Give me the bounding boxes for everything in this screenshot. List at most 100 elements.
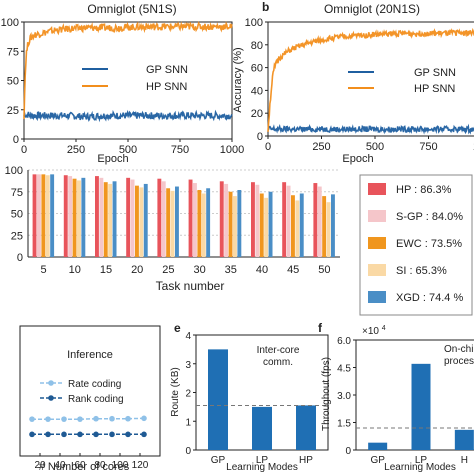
bar — [264, 197, 269, 257]
chart-b-title: Omniglot (20N1S) — [324, 2, 420, 16]
x-tick-label: 30 — [193, 264, 205, 276]
y-tick-label: 1.5 — [337, 419, 351, 430]
multiplier-exponent: 4 — [382, 325, 386, 332]
y-tick-label: 4 — [185, 331, 191, 342]
bar — [251, 182, 255, 257]
bar — [259, 193, 264, 257]
chart-c-xlabel: Task number — [156, 279, 225, 293]
bar — [135, 185, 139, 257]
legend-label-hp: HP SNN — [146, 81, 187, 93]
x-tick-label: 50 — [318, 264, 330, 276]
x-tick-label: LP — [256, 455, 269, 466]
legend-marker-rate — [48, 380, 54, 386]
y-tick-label: 25 — [7, 105, 19, 117]
data-point — [29, 416, 35, 422]
bar — [77, 180, 81, 257]
chart-b: b Omniglot (20N1S) 025050075010002040608… — [232, 0, 474, 165]
bar — [228, 191, 233, 257]
series-line-1 — [23, 21, 233, 120]
x-tick-label: HP — [299, 455, 313, 466]
y-tick-label: 50 — [11, 209, 23, 221]
chart-b-legend: GP SNN HP SNN — [348, 67, 456, 95]
chart-a-frame — [23, 21, 233, 140]
x-tick-label: 250 — [312, 141, 330, 153]
x-tick-label: 0 — [265, 141, 271, 153]
chart-d-title: Inference — [67, 349, 113, 361]
bar — [291, 195, 295, 257]
chart-d: Inference 20 40 60 80 100 120 Rate coding Ran… — [19, 325, 161, 473]
x-tick-label: 15 — [100, 264, 112, 276]
x-tick-label: 45 — [287, 264, 299, 276]
legend-label: SI : 65.3% — [396, 265, 447, 277]
bar — [206, 188, 211, 257]
bar — [103, 182, 108, 257]
data-point — [93, 431, 99, 438]
legend-label-gp: GP SNN — [146, 64, 188, 76]
x-tick-label: GP — [211, 455, 226, 466]
y-tick-label: 100 — [245, 17, 263, 29]
legend-label-hp: HP SNN — [414, 83, 455, 95]
legend-swatch — [368, 183, 386, 195]
bar — [37, 174, 41, 257]
bar — [175, 186, 179, 257]
series-line-1 — [267, 27, 474, 132]
bar — [219, 181, 224, 257]
bar — [112, 181, 117, 257]
bar — [126, 177, 131, 257]
y-tick-label: 100 — [1, 17, 19, 29]
bar — [224, 183, 229, 257]
legend-marker-rank — [48, 395, 54, 401]
chart-a-title: Omniglot (5N1S) — [87, 2, 176, 16]
y-tick-label: 75 — [7, 46, 19, 58]
x-tick-label: 750 — [419, 141, 437, 153]
x-tick-label: 5 — [41, 264, 47, 276]
bar — [286, 185, 291, 257]
x-tick-label: 1000 — [220, 144, 244, 156]
bar — [188, 179, 193, 257]
data-point — [125, 431, 131, 438]
legend-label: XGD : 74.4 % — [396, 292, 463, 304]
x-tick-label: 25 — [162, 264, 174, 276]
bar — [157, 178, 162, 257]
x-tick-label: 500 — [366, 141, 384, 153]
y-tick-label: 40 — [251, 85, 263, 97]
chart-a-xlabel: Epoch — [97, 153, 128, 165]
legend-label: S-GP : 84.0% — [396, 211, 463, 223]
x-tick-label: 120 — [132, 460, 149, 471]
bar-lp — [252, 406, 272, 450]
panel-label-f: f — [318, 321, 323, 335]
y-tick-label: 0 — [17, 252, 23, 264]
bar — [193, 183, 197, 257]
legend-label-rate: Rate coding — [68, 379, 121, 390]
chart-f-annotation-line2: proces — [444, 356, 474, 367]
legend-label-rank: Rank coding — [68, 394, 124, 405]
y-tick-label: 0 — [257, 131, 263, 143]
legend-swatch — [368, 264, 386, 276]
bar — [41, 174, 46, 257]
bar — [161, 181, 166, 257]
x-tick-label: 100 — [473, 141, 474, 153]
chart-e-annotation-line2: comm. — [263, 357, 293, 368]
series-line-0 — [23, 109, 233, 123]
y-tick-label: 0 — [13, 134, 19, 146]
multiplier-base: ×10 — [362, 326, 379, 337]
bar — [299, 193, 304, 257]
x-tick-label: GP — [370, 455, 385, 466]
data-point — [109, 431, 115, 438]
bar — [326, 202, 331, 257]
series-line-0 — [267, 123, 474, 135]
x-tick-label: 10 — [69, 264, 81, 276]
chart-f-ylabel: Throughout (fps) — [321, 357, 332, 431]
chart-d-xlabel: # Number of cores — [39, 461, 130, 473]
bar — [170, 190, 175, 257]
x-tick-label: 250 — [67, 144, 85, 156]
bar-hp — [296, 405, 316, 450]
y-tick-label: 3 — [185, 360, 191, 371]
panel-label-b: b — [262, 0, 269, 14]
chart-f-xlabel: Learning Modes — [384, 462, 456, 473]
data-point — [109, 415, 115, 422]
y-tick-label: 60 — [251, 63, 263, 75]
chart-e-annotation-line1: Inter-core — [257, 345, 300, 356]
y-tick-label: 6.0 — [337, 336, 351, 347]
